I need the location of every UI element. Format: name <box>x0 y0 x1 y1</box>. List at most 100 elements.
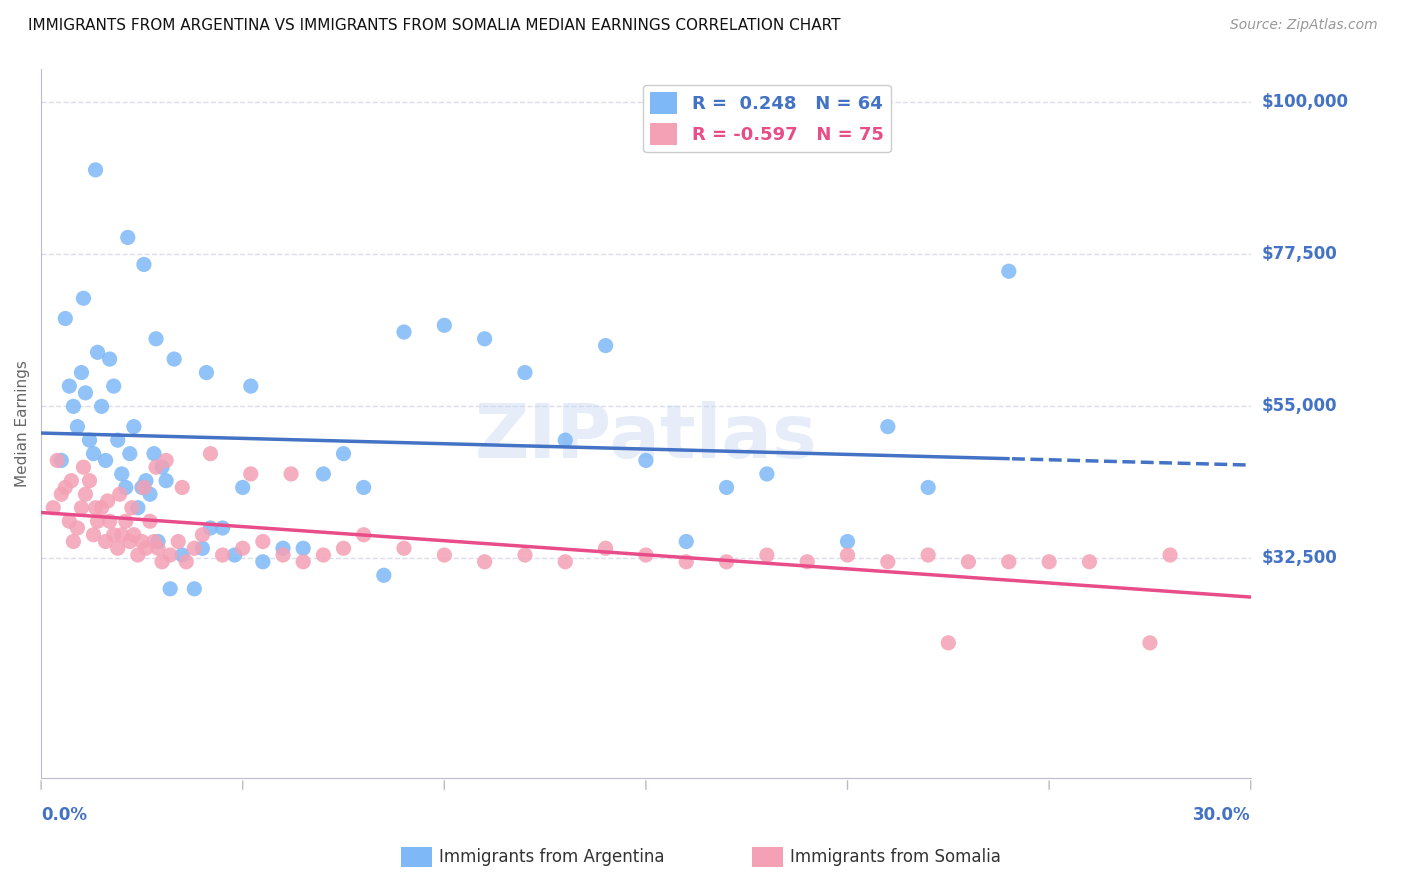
Point <box>239 379 262 393</box>
Point <box>103 379 125 393</box>
Point <box>332 541 354 556</box>
Point <box>211 521 233 535</box>
Point <box>200 447 222 461</box>
Point <box>135 474 157 488</box>
Point <box>143 534 166 549</box>
Point <box>132 480 155 494</box>
Text: $32,500: $32,500 <box>1261 549 1337 567</box>
Point <box>211 548 233 562</box>
Point <box>94 453 117 467</box>
Point <box>79 433 101 447</box>
Point <box>159 582 181 596</box>
Point <box>513 548 536 562</box>
Point <box>75 487 97 501</box>
Point <box>474 332 496 346</box>
Point <box>107 541 129 556</box>
Point <box>474 555 496 569</box>
Point <box>159 548 181 562</box>
Point <box>127 548 149 562</box>
Point <box>957 555 980 569</box>
Point <box>60 474 83 488</box>
Point <box>513 366 536 380</box>
Point <box>595 541 617 556</box>
Text: $100,000: $100,000 <box>1261 94 1348 112</box>
Point <box>117 230 139 244</box>
Point <box>90 500 112 515</box>
Point <box>796 555 818 569</box>
Point <box>292 541 315 556</box>
Point <box>195 366 218 380</box>
Point <box>58 514 80 528</box>
Point <box>72 460 94 475</box>
Point <box>53 311 76 326</box>
Point <box>997 555 1019 569</box>
Point <box>232 480 254 494</box>
Text: Immigrants from Argentina: Immigrants from Argentina <box>439 848 664 866</box>
Point <box>172 548 194 562</box>
Point <box>433 318 456 333</box>
Point <box>51 453 73 467</box>
Point <box>200 521 222 535</box>
Text: Immigrants from Somalia: Immigrants from Somalia <box>790 848 1001 866</box>
Point <box>183 541 205 556</box>
Text: 0.0%: 0.0% <box>41 806 87 824</box>
Point <box>150 460 173 475</box>
Point <box>46 453 69 467</box>
Point <box>135 541 157 556</box>
Point <box>150 555 173 569</box>
Point <box>183 582 205 596</box>
Point <box>86 514 108 528</box>
Point <box>634 453 657 467</box>
Point <box>58 379 80 393</box>
Point <box>716 480 738 494</box>
Point <box>155 474 177 488</box>
Point <box>145 332 167 346</box>
Point <box>554 433 576 447</box>
Point <box>554 555 576 569</box>
Text: ZIPatlas: ZIPatlas <box>475 401 817 474</box>
Point <box>433 548 456 562</box>
Point <box>634 548 657 562</box>
Point <box>146 541 169 556</box>
Point <box>53 480 76 494</box>
Point <box>90 400 112 414</box>
Point <box>107 433 129 447</box>
Point <box>353 527 375 541</box>
Point <box>191 541 214 556</box>
Point <box>1159 548 1181 562</box>
Point <box>51 487 73 501</box>
Point <box>127 500 149 515</box>
Point <box>139 514 162 528</box>
Point <box>132 257 155 271</box>
Point <box>86 345 108 359</box>
Point <box>97 494 120 508</box>
Point <box>111 527 134 541</box>
Point <box>876 419 898 434</box>
Point <box>837 548 859 562</box>
Point <box>118 447 141 461</box>
Point <box>232 541 254 556</box>
Point <box>66 419 89 434</box>
Text: $55,000: $55,000 <box>1261 397 1337 416</box>
Point <box>936 636 959 650</box>
Point <box>837 534 859 549</box>
Point <box>79 474 101 488</box>
Point <box>118 534 141 549</box>
Point <box>131 480 153 494</box>
Point <box>122 419 145 434</box>
Point <box>1139 636 1161 650</box>
Point <box>876 555 898 569</box>
Point <box>75 385 97 400</box>
Point <box>83 527 105 541</box>
Point <box>155 453 177 467</box>
Point <box>392 541 415 556</box>
Point <box>280 467 302 481</box>
Legend: R =  0.248   N = 64, R = -0.597   N = 75: R = 0.248 N = 64, R = -0.597 N = 75 <box>643 85 891 153</box>
Point <box>131 534 153 549</box>
Point <box>174 555 197 569</box>
Point <box>392 325 415 339</box>
Point <box>997 264 1019 278</box>
Point <box>252 534 274 549</box>
Point <box>239 467 262 481</box>
Point <box>373 568 395 582</box>
